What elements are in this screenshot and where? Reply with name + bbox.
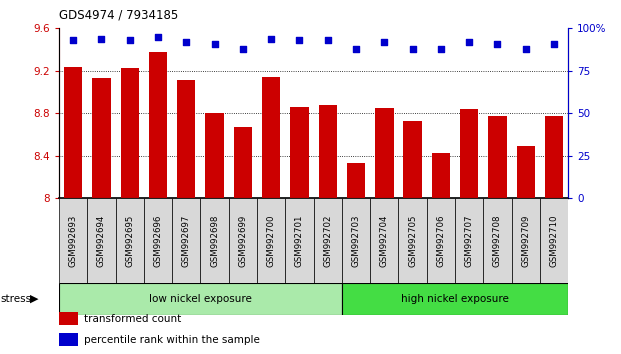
Bar	[233, 127, 252, 354]
FancyBboxPatch shape	[483, 198, 512, 283]
Point	[210, 41, 220, 46]
Text: GSM992698: GSM992698	[210, 215, 219, 267]
Point	[153, 34, 163, 40]
Bar	[545, 116, 563, 354]
Text: GSM992702: GSM992702	[324, 215, 332, 267]
Point	[351, 46, 361, 52]
Point	[68, 38, 78, 43]
FancyBboxPatch shape	[116, 198, 144, 283]
FancyBboxPatch shape	[314, 198, 342, 283]
Text: GSM992696: GSM992696	[153, 215, 163, 267]
FancyBboxPatch shape	[342, 198, 370, 283]
Bar	[149, 52, 167, 354]
FancyBboxPatch shape	[370, 198, 399, 283]
Point	[407, 46, 417, 52]
FancyBboxPatch shape	[285, 198, 314, 283]
Point	[238, 46, 248, 52]
Text: GSM992706: GSM992706	[437, 215, 445, 267]
Point	[266, 36, 276, 41]
Point	[125, 38, 135, 43]
Bar	[59, 312, 78, 325]
Point	[294, 38, 304, 43]
Text: GSM992707: GSM992707	[465, 215, 474, 267]
Bar	[290, 107, 309, 354]
Text: high nickel exposure: high nickel exposure	[401, 294, 509, 304]
Text: GSM992710: GSM992710	[550, 215, 558, 267]
Point	[379, 39, 389, 45]
FancyBboxPatch shape	[144, 198, 172, 283]
Text: GSM992704: GSM992704	[380, 215, 389, 267]
Bar	[517, 146, 535, 354]
FancyBboxPatch shape	[427, 198, 455, 283]
Point	[492, 41, 502, 46]
Text: GSM992701: GSM992701	[295, 215, 304, 267]
FancyBboxPatch shape	[399, 198, 427, 283]
Text: GSM992709: GSM992709	[521, 215, 530, 267]
Text: GSM992699: GSM992699	[238, 215, 247, 267]
FancyBboxPatch shape	[512, 198, 540, 283]
Text: low nickel exposure: low nickel exposure	[149, 294, 252, 304]
Bar	[460, 109, 478, 354]
FancyBboxPatch shape	[59, 198, 88, 283]
Bar	[120, 68, 139, 354]
FancyBboxPatch shape	[229, 198, 257, 283]
Text: GSM992694: GSM992694	[97, 215, 106, 267]
Text: GSM992700: GSM992700	[266, 215, 276, 267]
Text: GSM992697: GSM992697	[182, 215, 191, 267]
Point	[465, 39, 474, 45]
Text: stress: stress	[1, 294, 32, 304]
Text: GDS4974 / 7934185: GDS4974 / 7934185	[59, 9, 178, 22]
Point	[549, 41, 559, 46]
Text: GSM992695: GSM992695	[125, 215, 134, 267]
Text: GSM992705: GSM992705	[408, 215, 417, 267]
Point	[181, 39, 191, 45]
Point	[323, 38, 333, 43]
Point	[436, 46, 446, 52]
Bar	[432, 153, 450, 354]
Bar	[488, 116, 507, 354]
Bar	[262, 77, 280, 354]
Point	[96, 36, 106, 41]
Text: GSM992693: GSM992693	[69, 215, 78, 267]
FancyBboxPatch shape	[257, 198, 285, 283]
Bar	[347, 163, 365, 354]
Bar	[59, 333, 78, 346]
Text: GSM992703: GSM992703	[351, 215, 361, 267]
Point	[521, 46, 531, 52]
FancyBboxPatch shape	[172, 198, 201, 283]
Bar	[93, 78, 111, 354]
FancyBboxPatch shape	[59, 283, 342, 315]
Text: ▶: ▶	[30, 294, 39, 304]
Text: percentile rank within the sample: percentile rank within the sample	[84, 335, 260, 345]
Text: transformed count: transformed count	[84, 314, 181, 324]
FancyBboxPatch shape	[540, 198, 568, 283]
FancyBboxPatch shape	[88, 198, 116, 283]
FancyBboxPatch shape	[342, 283, 568, 315]
FancyBboxPatch shape	[455, 198, 483, 283]
Bar	[206, 113, 224, 354]
FancyBboxPatch shape	[201, 198, 229, 283]
Bar	[319, 105, 337, 354]
Bar	[404, 121, 422, 354]
Text: GSM992708: GSM992708	[493, 215, 502, 267]
Bar	[375, 108, 394, 354]
Bar	[64, 67, 83, 354]
Bar	[177, 80, 196, 354]
